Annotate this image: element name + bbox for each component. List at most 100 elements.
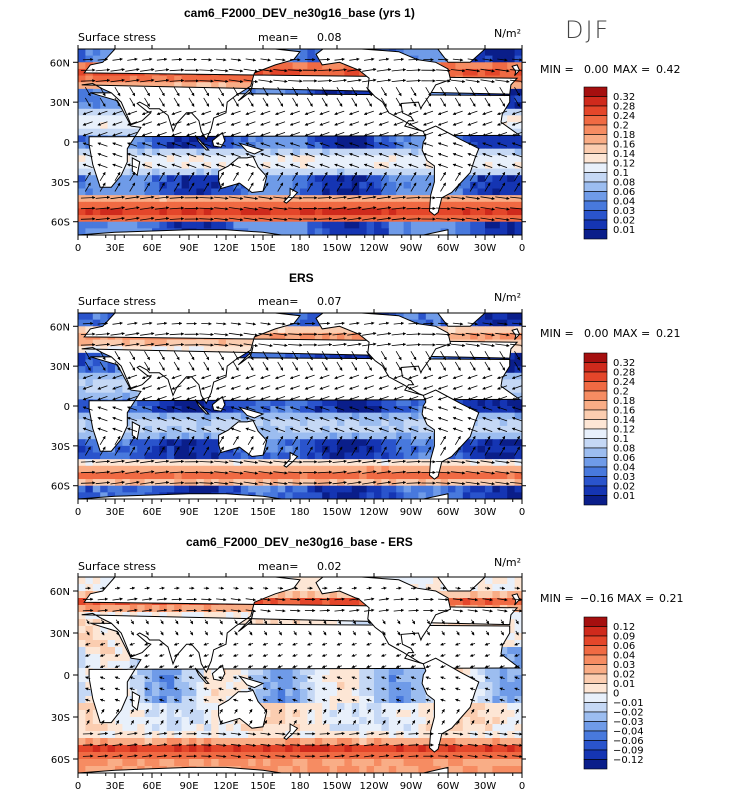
wind-vector — [230, 110, 241, 116]
wind-vector — [230, 142, 241, 147]
wind-vector — [129, 97, 136, 107]
field-cell — [292, 485, 301, 493]
panel-2-units: N/m² — [494, 291, 522, 304]
field-cell — [499, 195, 508, 203]
field-cell — [285, 62, 294, 70]
wind-vector — [482, 110, 493, 116]
wind-vector — [144, 97, 150, 107]
field-cell — [300, 168, 308, 176]
wind-vector — [317, 68, 333, 72]
field-cell — [388, 201, 397, 209]
field-cell — [226, 201, 234, 209]
wind-vector — [317, 343, 333, 347]
field-cell — [307, 419, 316, 427]
field-cell — [462, 326, 471, 334]
wind-vector — [141, 152, 152, 158]
x-tick-label: 0 — [75, 243, 81, 254]
field-cell — [144, 452, 153, 460]
field-cell — [203, 215, 212, 223]
field-cell — [448, 465, 456, 473]
field-cell — [499, 62, 508, 70]
field-cell — [240, 465, 249, 473]
field-cell — [115, 128, 123, 136]
field-cell — [115, 439, 123, 447]
field-cell — [181, 201, 190, 209]
field-cell — [196, 82, 205, 90]
wind-vector — [171, 321, 183, 326]
field-cell — [300, 399, 308, 407]
field-cell — [314, 332, 323, 341]
field-cell — [359, 208, 368, 216]
wind-vector — [450, 207, 466, 211]
y-tick-label: 30N — [50, 98, 70, 109]
field-cell — [366, 228, 375, 235]
field-cell — [514, 128, 522, 136]
field-cell — [425, 459, 434, 467]
colorbar-swatch — [583, 172, 608, 183]
field-cell — [514, 188, 522, 196]
wind-vector — [141, 142, 152, 147]
field-cell — [270, 399, 279, 407]
field-cell — [277, 439, 286, 447]
field-cell — [507, 195, 516, 203]
wind-vector — [288, 68, 303, 73]
wind-vector — [97, 321, 109, 326]
wind-vector — [306, 86, 313, 97]
field-cell — [388, 175, 397, 183]
field-cell — [211, 472, 220, 480]
wind-vector — [395, 97, 402, 107]
field-cell — [144, 346, 153, 354]
wind-vector — [99, 182, 106, 192]
field-cell — [292, 228, 301, 235]
field-cell — [218, 221, 227, 229]
field-cell — [322, 195, 331, 203]
field-cell — [448, 459, 456, 467]
field-cell — [411, 577, 419, 585]
field-cell — [314, 412, 323, 420]
field-cell — [411, 412, 419, 420]
wind-vector — [140, 332, 155, 336]
field-cell — [255, 88, 264, 96]
wind-vector — [376, 195, 392, 200]
colorbar-label: 0.01 — [613, 491, 635, 502]
wind-vector — [110, 216, 125, 221]
field-cell — [307, 62, 316, 70]
wind-vector — [437, 142, 448, 147]
field-cell — [344, 228, 353, 235]
field-cell — [514, 359, 522, 367]
field-cell — [263, 465, 271, 473]
field-cell — [403, 221, 412, 229]
field-cell — [485, 412, 493, 420]
field-cell — [189, 201, 197, 209]
field-cell — [115, 485, 123, 493]
field-cell — [166, 452, 175, 460]
wind-vector — [95, 217, 111, 221]
field-cell — [292, 148, 301, 156]
wind-vector — [156, 110, 167, 116]
wind-vector — [376, 332, 392, 336]
field-cell — [218, 459, 227, 467]
field-cell — [470, 485, 479, 493]
field-cell — [359, 425, 368, 434]
field-cell — [514, 75, 522, 83]
field-cell — [477, 221, 486, 229]
wind-vector — [203, 171, 210, 182]
field-cell — [337, 188, 345, 196]
field-cell — [514, 465, 522, 473]
field-cell — [381, 459, 390, 467]
field-cell — [263, 221, 271, 229]
field-cell — [492, 452, 501, 460]
field-cell — [344, 406, 353, 414]
field-cell — [292, 352, 301, 360]
field-cell — [85, 115, 94, 123]
wind-vector — [171, 142, 182, 147]
wind-vector — [362, 342, 377, 347]
wind-vector — [82, 152, 93, 158]
wind-vector — [437, 132, 448, 137]
field-cell — [507, 439, 516, 447]
wind-vector — [274, 132, 286, 137]
field-cell — [181, 479, 190, 487]
panel-3-mean-value: 0.02 — [317, 560, 342, 573]
field-cell — [314, 215, 323, 223]
wind-vector — [228, 196, 244, 200]
